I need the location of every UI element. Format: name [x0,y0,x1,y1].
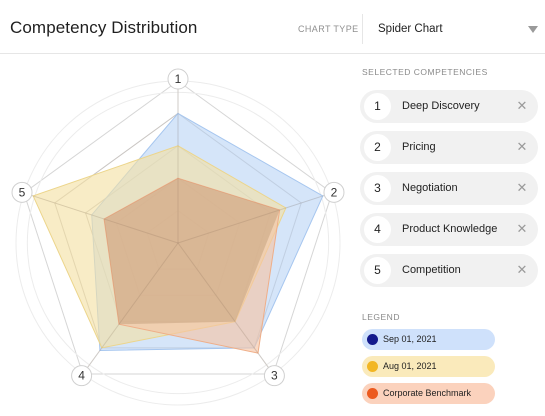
competency-number: 1 [364,93,391,120]
close-icon[interactable]: ✕ [516,98,528,113]
series-area-2 [103,177,281,354]
legend-dot [367,334,378,345]
chart-type-select[interactable]: Spider Chart [363,12,545,46]
competency-number: 3 [364,175,391,202]
competency-label: Competition [402,264,461,276]
axis-label-text: 5 [19,185,26,199]
competency-chip-deep-discovery[interactable]: 1 Deep Discovery ✕ [360,90,538,123]
legend-label-text: Aug 01, 2021 [383,361,437,371]
competency-chip-pricing[interactable]: 2 Pricing ✕ [360,131,538,164]
axis-spoke-overlay [82,242,179,375]
axis-label-text: 2 [331,185,338,199]
legend: Sep 01, 2021 Aug 01, 2021 Corporate Benc… [362,329,495,410]
series-overlap [104,178,280,325]
axis-spoke-overlay [177,192,333,244]
axis-label-text: 1 [175,72,182,86]
competency-list: 1 Deep Discovery ✕ 2 Pricing ✕ 3 Negotia… [360,90,538,295]
competency-chip-product-knowledge[interactable]: 4 Product Knowledge ✕ [360,213,538,246]
spider-chart: 1 2 3 4 5 [0,56,355,416]
competency-label: Product Knowledge [402,223,498,235]
radar-series [23,81,333,375]
selected-competencies-label: SELECTED COMPETENCIES [362,67,488,77]
axis-label-text: 3 [271,369,278,383]
axis-label-badge [323,181,345,203]
axis-label-badge [11,181,33,203]
axis-label-badge [71,365,93,387]
competency-chip-negotiation[interactable]: 3 Negotiation ✕ [360,172,538,205]
competency-number: 5 [364,257,391,284]
header-divider [362,14,363,44]
axis-spoke-overlay [177,242,274,375]
axis-label-4: 4 [71,365,93,387]
legend-dot [367,388,378,399]
legend-label-text: Sep 01, 2021 [383,334,437,344]
chart-type-value: Spider Chart [378,23,443,35]
legend-label-text: Corporate Benchmark [383,388,472,398]
axis-label-2: 2 [323,181,345,203]
competency-number: 2 [364,134,391,161]
legend-item-sep-2021[interactable]: Sep 01, 2021 [362,329,495,350]
axis-label-5: 5 [11,181,33,203]
grid-ring [23,80,333,375]
close-icon[interactable]: ✕ [516,262,528,277]
legend-label: LEGEND [362,312,400,322]
competency-label: Deep Discovery [402,100,480,112]
radar-axis-labels: 1 2 3 4 5 [11,68,345,387]
chevron-down-icon[interactable] [528,26,538,33]
chart-type-label: CHART TYPE [298,24,359,34]
axis-label-1: 1 [167,68,189,90]
axis-spoke-overlay [23,192,179,244]
legend-item-aug-2021[interactable]: Aug 01, 2021 [362,356,495,377]
close-icon[interactable]: ✕ [516,221,528,236]
axis-label-badge [167,68,189,90]
axis-label-badge [263,365,285,387]
axis-label-3: 3 [263,365,285,387]
competency-chip-competition[interactable]: 5 Competition ✕ [360,254,538,287]
legend-item-corporate-benchmark[interactable]: Corporate Benchmark [362,383,495,404]
competency-label: Negotiation [402,182,458,194]
page-title: Competency Distribution [10,18,198,37]
close-icon[interactable]: ✕ [516,139,528,154]
competency-label: Pricing [402,141,436,153]
competency-number: 4 [364,216,391,243]
axis-label-text: 4 [78,369,85,383]
spider-chart-svg: 1 2 3 4 5 [11,68,345,406]
close-icon[interactable]: ✕ [516,180,528,195]
header: Competency Distribution CHART TYPE Spide… [0,0,545,54]
legend-dot [367,361,378,372]
